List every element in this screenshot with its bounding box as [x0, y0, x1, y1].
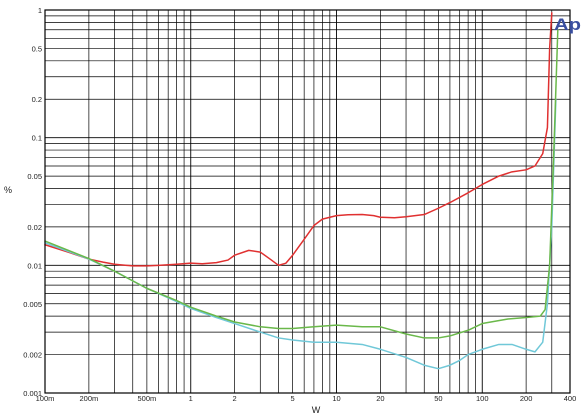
y-axis-label: %: [4, 185, 12, 195]
x-tick-label: 50: [434, 394, 442, 403]
plot-frame: [44, 9, 571, 394]
x-tick-label: 100m: [36, 394, 55, 403]
x-tick-label: 10: [332, 394, 340, 403]
y-tick-label: 0.5: [32, 44, 42, 53]
logo-mark: Ap: [554, 15, 581, 34]
y-tick-label: 0.002: [23, 351, 42, 360]
series-line-1: [44, 12, 553, 267]
x-tick-label: 1: [189, 394, 193, 403]
y-tick-labels: 0.001 0.002 0.005 0.01 0.02 0.05 0.1 0.2 0.5 1: [23, 6, 42, 398]
y-tick-label: 0.2: [32, 95, 42, 104]
y-tick-label: 0.01: [27, 261, 42, 270]
x-tick-label: 500m: [137, 394, 156, 403]
y-tick-label: 1: [38, 6, 42, 15]
x-tick-label: 200: [520, 394, 533, 403]
x-tick-label: 100: [476, 394, 489, 403]
y-tick-label: 0.02: [27, 223, 42, 232]
x-tick-label: 20: [376, 394, 384, 403]
series-line-2: [44, 98, 557, 370]
y-tick-label: 0.05: [27, 172, 42, 181]
series-group: [44, 12, 559, 370]
x-tick-label: 400: [564, 394, 577, 403]
series-line-3: [44, 29, 559, 339]
plot-area: [45, 10, 570, 393]
y-tick-label: 0.1: [32, 134, 42, 143]
y-tick-label: 0.005: [23, 300, 42, 309]
x-tick-label: 2: [233, 394, 237, 403]
x-axis-label: W: [312, 405, 321, 415]
y-tick-label: 0.001: [23, 389, 42, 398]
x-tick-labels: 100m 200m 500m 1 2 5 10 20 50 100 200 400: [36, 394, 577, 403]
x-tick-label: 5: [291, 394, 295, 403]
x-tick-label: 200m: [79, 394, 98, 403]
